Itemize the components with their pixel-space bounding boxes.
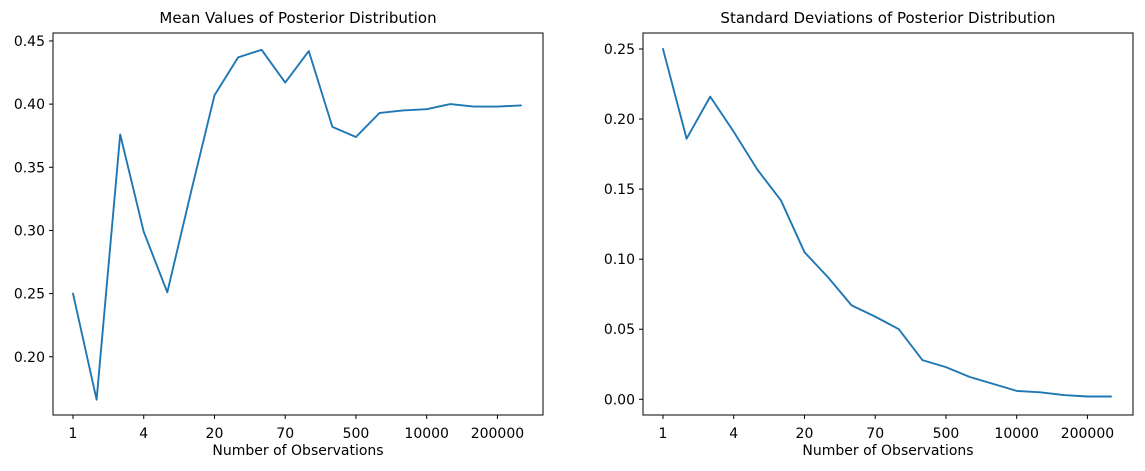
mean-posterior-chart: 0.45 0.40 0.35 0.30 0.25 0.20 1 4 20 70 500 10000 20… (14, 32, 544, 442)
y-tick-label: 0.00 (604, 392, 635, 408)
x-tick-label: 1 (69, 426, 78, 442)
y-tick-label: 0.20 (604, 112, 635, 128)
y-tick-label: 0.45 (14, 34, 45, 50)
axes-frame (642, 32, 1134, 416)
x-tick-label: 500 (343, 426, 370, 442)
y-tick-label: 0.25 (604, 42, 635, 58)
y-tick-label: 0.30 (14, 223, 45, 239)
series-line (662, 48, 1112, 398)
y-tick-label: 0.35 (14, 160, 45, 176)
y-tick-label: 0.15 (604, 182, 635, 198)
x-tick-label: 10000 (994, 426, 1039, 442)
x-tick-label: 20 (796, 426, 814, 442)
std-posterior-chart: 0.25 0.20 0.15 0.10 0.05 0.00 1 4 20 70 500 10000 20… (604, 32, 1134, 442)
x-tick-label: 4 (729, 426, 738, 442)
y-tick-label: 0.10 (604, 252, 635, 268)
x-tick-label: 70 (866, 426, 884, 442)
x-tick-label: 200000 (1061, 426, 1114, 442)
y-tick-label: 0.20 (14, 350, 45, 366)
y-tick-label: 0.25 (14, 287, 45, 303)
std-chart-title: Standard Deviations of Posterior Distrib… (720, 9, 1056, 27)
x-tick-label: 70 (276, 426, 294, 442)
y-tick-label: 0.05 (604, 322, 635, 338)
series-line (72, 48, 522, 401)
x-tick-label: 1 (659, 426, 668, 442)
x-tick-label: 4 (139, 426, 148, 442)
y-tick-label: 0.40 (14, 97, 45, 113)
x-tick-label: 200000 (471, 426, 524, 442)
std-chart-xaxis-label: Number of Observations (802, 443, 974, 459)
x-tick-label: 10000 (404, 426, 449, 442)
mean-chart-xaxis-label: Number of Observations (212, 443, 384, 459)
axes-frame (52, 32, 544, 416)
mean-chart-title: Mean Values of Posterior Distribution (159, 9, 437, 27)
x-tick-label: 20 (206, 426, 224, 442)
x-tick-label: 500 (933, 426, 960, 442)
